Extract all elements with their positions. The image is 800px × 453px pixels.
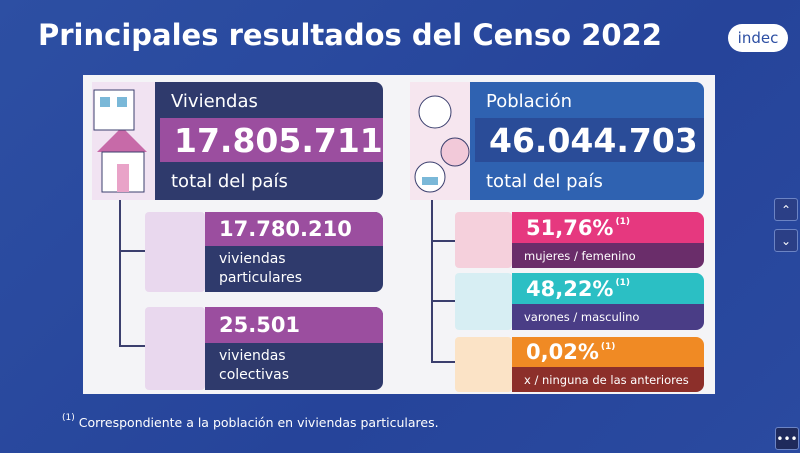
item-caption: mujeres / femenino xyxy=(512,243,704,268)
note-mark: (1) xyxy=(615,278,630,288)
poblacion-label: Población xyxy=(486,90,573,112)
people-illustration xyxy=(410,82,470,200)
tree-line xyxy=(119,345,145,347)
item-value-text: 0,02% xyxy=(526,340,599,364)
houses-illustration xyxy=(92,82,155,200)
tree-line xyxy=(431,200,433,362)
tree-line xyxy=(119,250,145,252)
item-value: 0,02% (1) xyxy=(512,337,704,367)
nav-up[interactable]: ⌃ xyxy=(774,198,798,221)
tree-line xyxy=(431,361,455,363)
poblacion-value: 46.044.703 xyxy=(475,118,704,162)
tree-line xyxy=(431,300,455,302)
footnote-text: Correspondiente a la población en vivien… xyxy=(78,415,439,430)
tree-line xyxy=(119,200,121,346)
item-caption: x / ninguna de las anteriores xyxy=(512,367,704,392)
tree-line xyxy=(431,240,455,242)
viviendas-label: Viviendas xyxy=(171,90,258,112)
item-value: 48,22% (1) xyxy=(512,273,704,304)
building-illustration xyxy=(145,307,205,390)
note-mark: (1) xyxy=(600,342,616,352)
house-illustration xyxy=(145,212,205,292)
person-illustration xyxy=(455,212,512,268)
item-caption: varones / masculino xyxy=(512,304,704,330)
item-value-text: 51,76% xyxy=(526,215,614,240)
item-value: 51,76% (1) xyxy=(512,212,704,243)
item-caption: viviendas particulares xyxy=(219,251,302,286)
footnote-mark: (1) xyxy=(62,413,75,423)
person-illustration xyxy=(455,337,512,392)
item-caption: viviendas colectivas xyxy=(219,348,289,383)
footnote: (1) Correspondiente a la población en viv… xyxy=(60,413,439,430)
more-button[interactable]: ••• xyxy=(775,427,799,450)
nav-down[interactable]: ⌄ xyxy=(774,229,798,252)
item-value: 17.780.210 xyxy=(205,212,383,246)
person-illustration xyxy=(455,273,512,330)
note-mark: (1) xyxy=(615,217,630,227)
item-value: 25.501 xyxy=(205,307,383,343)
viviendas-value: 17.805.711 xyxy=(160,118,383,162)
poblacion-caption: total del país xyxy=(486,170,603,192)
slide-title: Principales resultados del Censo 2022 xyxy=(38,18,662,52)
item-value-text: 48,22% xyxy=(526,276,614,301)
logo: indec xyxy=(728,24,788,52)
viviendas-caption: total del país xyxy=(171,170,288,192)
